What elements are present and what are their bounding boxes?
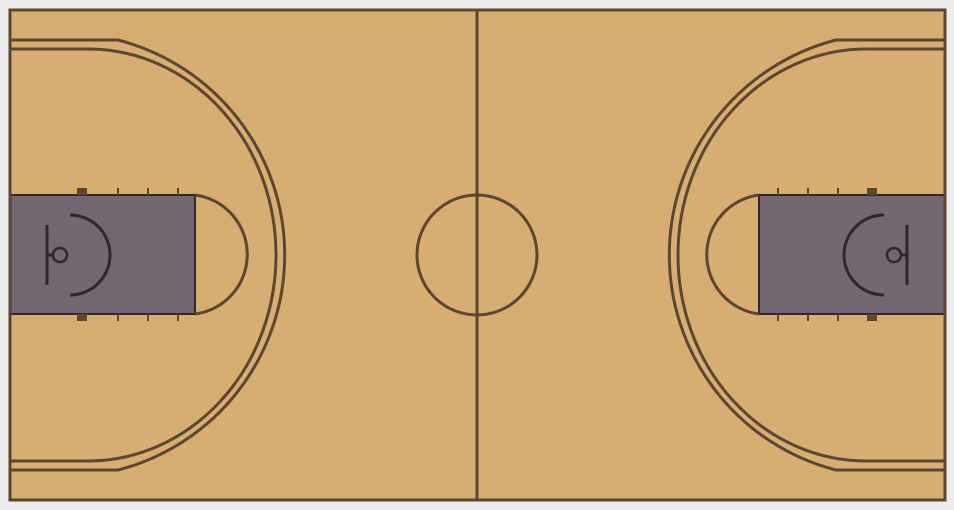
- block-mark-left-bottom: [77, 314, 87, 321]
- key-right: [758, 194, 946, 315]
- hoop-right: [885, 246, 903, 264]
- block-mark-right-bottom: [867, 314, 877, 321]
- three-point-line-left-outer: [10, 38, 287, 472]
- three-point-line-left-inner: [10, 47, 278, 463]
- restricted-area-left: [69, 213, 112, 297]
- court-boundary: [8, 8, 947, 502]
- block-mark-left-top: [77, 188, 87, 195]
- center-circle: [415, 193, 539, 317]
- free-throw-circle-right: [705, 193, 760, 316]
- free-throw-circle-left: [194, 193, 249, 316]
- key-left: [9, 194, 196, 315]
- hoop-left: [51, 246, 69, 264]
- restricted-area-right: [842, 213, 885, 297]
- three-point-line-right-outer: [667, 38, 945, 472]
- block-mark-right-top: [867, 188, 877, 195]
- three-point-line-right-inner: [676, 47, 945, 463]
